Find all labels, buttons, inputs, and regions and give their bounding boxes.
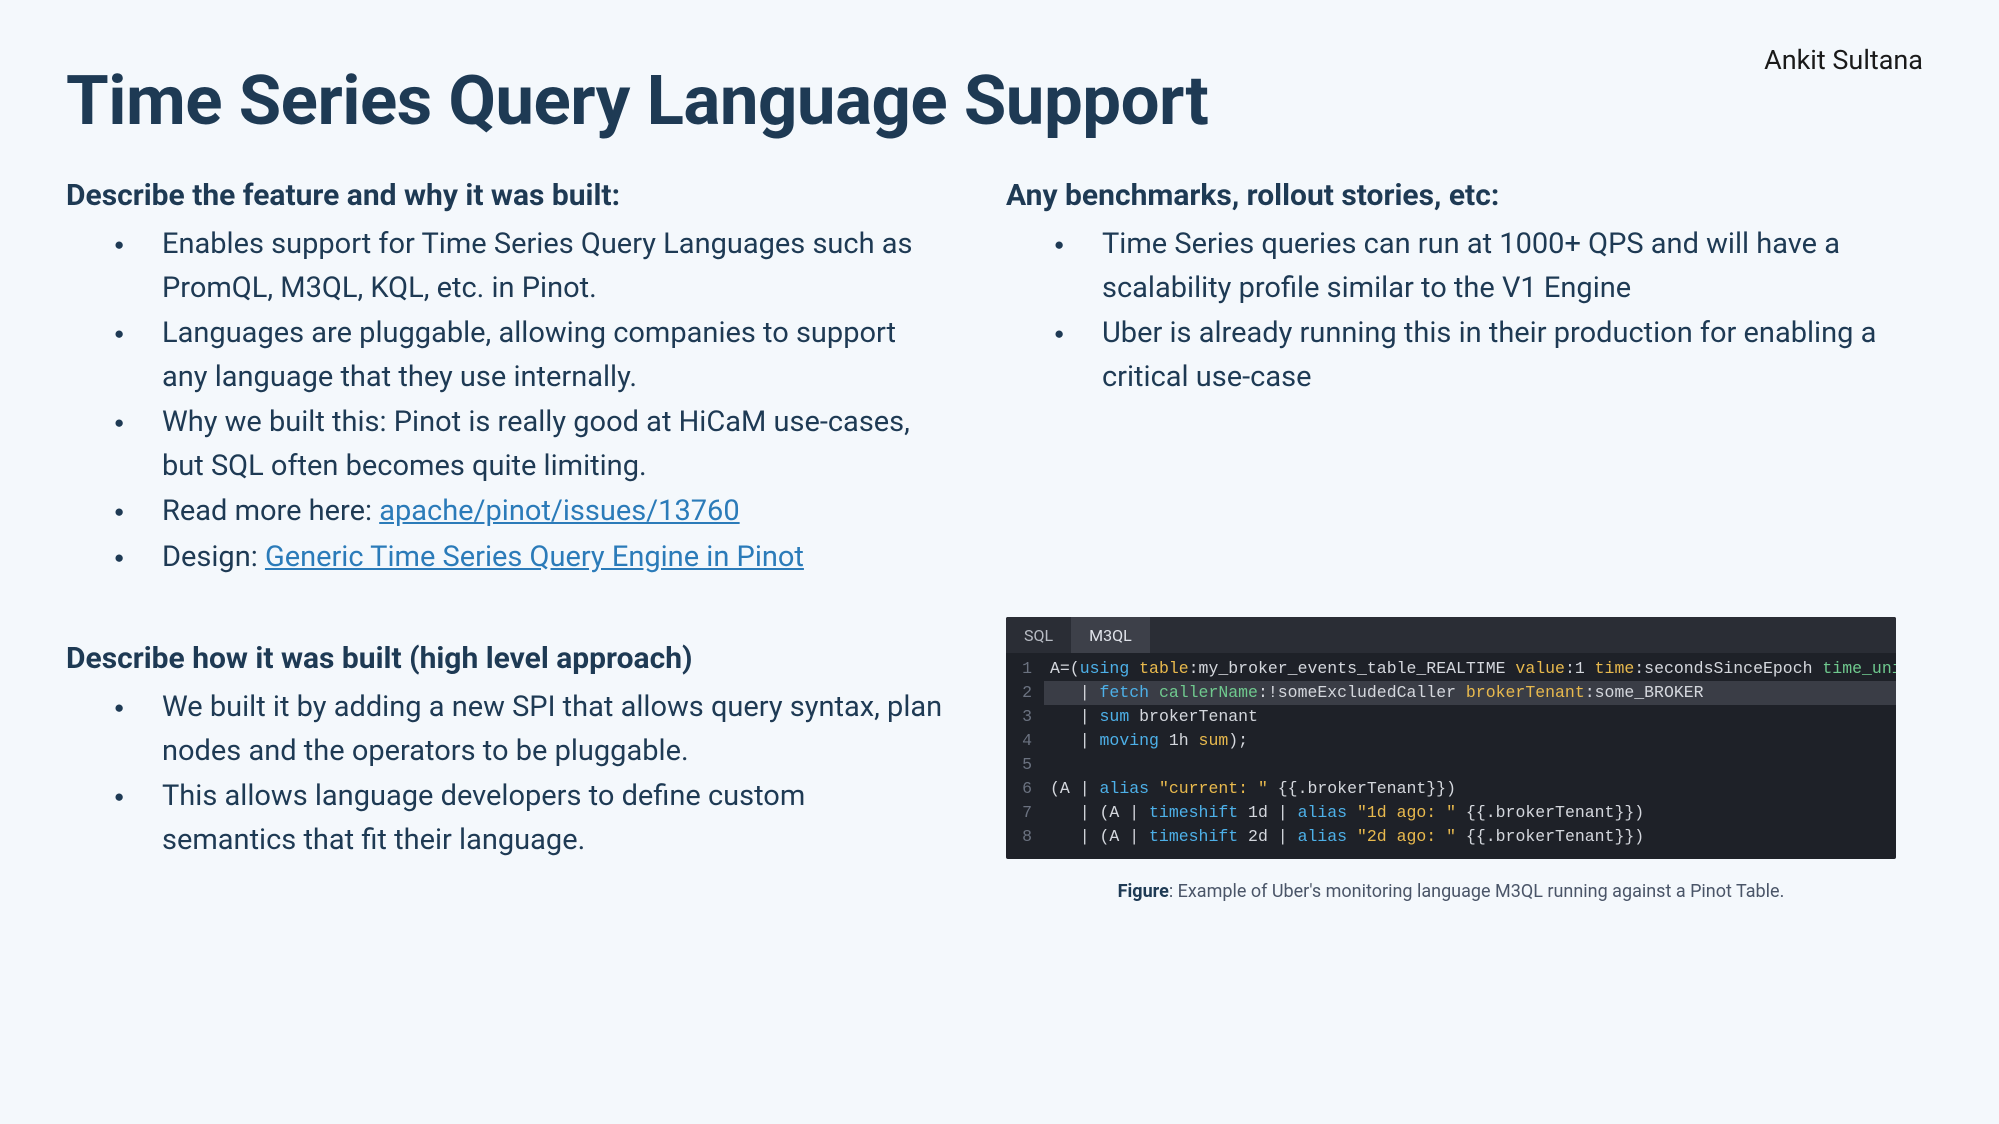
author-label: Ankit Sultana	[1764, 44, 1923, 76]
code-line-numbers: 12345678	[1006, 657, 1044, 849]
how-list: We built it by adding a new SPI that all…	[66, 686, 946, 862]
code-line: (A | alias "current: " {{.brokerTenant}}…	[1044, 777, 1896, 801]
section-heading-feature: Describe the feature and why it was buil…	[66, 178, 946, 213]
code-tab-m3ql[interactable]: M3QL	[1071, 617, 1150, 653]
content-columns: Describe the feature and why it was buil…	[66, 178, 1923, 902]
code-tabs: SQLM3QL	[1006, 617, 1896, 653]
code-editor: SQLM3QL 12345678 A=(using table:my_broke…	[1006, 617, 1896, 859]
column-right: Any benchmarks, rollout stories, etc: Ti…	[1006, 178, 1906, 902]
section-heading-benchmarks: Any benchmarks, rollout stories, etc:	[1006, 178, 1906, 213]
code-line	[1044, 753, 1896, 777]
code-tab-sql[interactable]: SQL	[1006, 617, 1071, 653]
issue-link[interactable]: apache/pinot/issues/13760	[379, 494, 739, 528]
list-item: Why we built this: Pinot is really good …	[114, 401, 946, 488]
code-lines: A=(using table:my_broker_events_table_RE…	[1044, 657, 1896, 849]
page-title: Time Series Query Language Support	[66, 60, 1208, 141]
list-item-prefix: Read more here:	[162, 494, 379, 528]
code-line: | moving 1h sum);	[1044, 729, 1896, 753]
figure-caption-text: : Example of Uber's monitoring language …	[1169, 881, 1785, 902]
code-line: | sum brokerTenant	[1044, 705, 1896, 729]
design-link[interactable]: Generic Time Series Query Engine in Pino…	[265, 540, 804, 574]
list-item-prefix: Design:	[162, 540, 265, 574]
code-line: | fetch callerName:!someExcludedCaller b…	[1044, 681, 1896, 705]
list-item: Languages are pluggable, allowing compan…	[114, 312, 946, 399]
code-line: | (A | timeshift 1d | alias "1d ago: " {…	[1044, 801, 1896, 825]
benchmarks-list: Time Series queries can run at 1000+ QPS…	[1006, 223, 1906, 399]
list-item: Enables support for Time Series Query La…	[114, 223, 946, 310]
column-left: Describe the feature and why it was buil…	[66, 178, 946, 902]
figure-caption-label: Figure	[1118, 881, 1169, 902]
list-item: We built it by adding a new SPI that all…	[114, 686, 946, 773]
list-item: Read more here: apache/pinot/issues/1376…	[114, 490, 946, 534]
code-body: 12345678 A=(using table:my_broker_events…	[1006, 653, 1896, 859]
section-heading-how: Describe how it was built (high level ap…	[66, 641, 946, 676]
figure-caption: Figure: Example of Uber's monitoring lan…	[1006, 881, 1896, 902]
list-item: Time Series queries can run at 1000+ QPS…	[1054, 223, 1906, 310]
code-line: A=(using table:my_broker_events_table_RE…	[1044, 657, 1896, 681]
feature-list: Enables support for Time Series Query La…	[66, 223, 946, 579]
list-item: This allows language developers to defin…	[114, 775, 946, 862]
list-item: Design: Generic Time Series Query Engine…	[114, 536, 946, 580]
code-line: | (A | timeshift 2d | alias "2d ago: " {…	[1044, 825, 1896, 849]
list-item: Uber is already running this in their pr…	[1054, 312, 1906, 399]
